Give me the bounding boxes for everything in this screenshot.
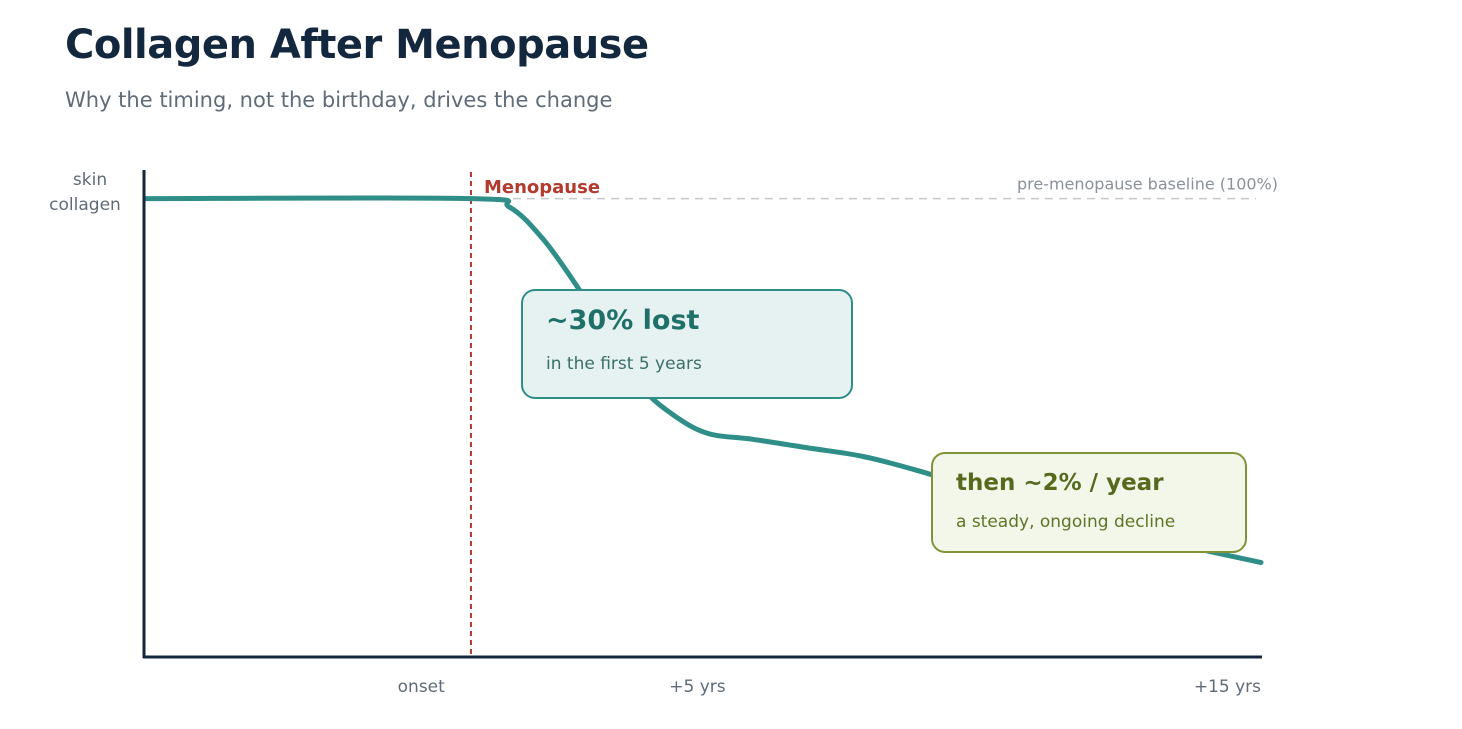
- y-axis-label-line-2: collagen: [49, 195, 121, 215]
- callout-rapid-loss: ~30% lost in the first 5 years: [521, 289, 853, 399]
- x-tick-label: +15 yrs: [1194, 677, 1261, 697]
- x-tick-label: onset: [398, 677, 445, 697]
- y-axis-label-line-1: skin: [73, 170, 107, 190]
- baseline-label: pre-menopause baseline (100%): [1017, 175, 1278, 194]
- callout-steady-decline-headline: then ~2% / year: [956, 470, 1164, 496]
- callout-rapid-loss-detail: in the first 5 years: [546, 354, 702, 374]
- callout-steady-decline: then ~2% / year a steady, ongoing declin…: [931, 452, 1247, 553]
- x-tick-labels: onset +5 yrs +15 yrs: [398, 677, 1261, 697]
- callout-steady-decline-detail: a steady, ongoing decline: [956, 512, 1176, 532]
- chart-title: Collagen After Menopause: [65, 22, 649, 68]
- x-tick-label: +5 yrs: [669, 677, 726, 697]
- menopause-label: Menopause: [484, 177, 600, 198]
- callout-rapid-loss-headline: ~30% lost: [546, 305, 700, 336]
- chart-subtitle: Why the timing, not the birthday, drives…: [65, 88, 613, 112]
